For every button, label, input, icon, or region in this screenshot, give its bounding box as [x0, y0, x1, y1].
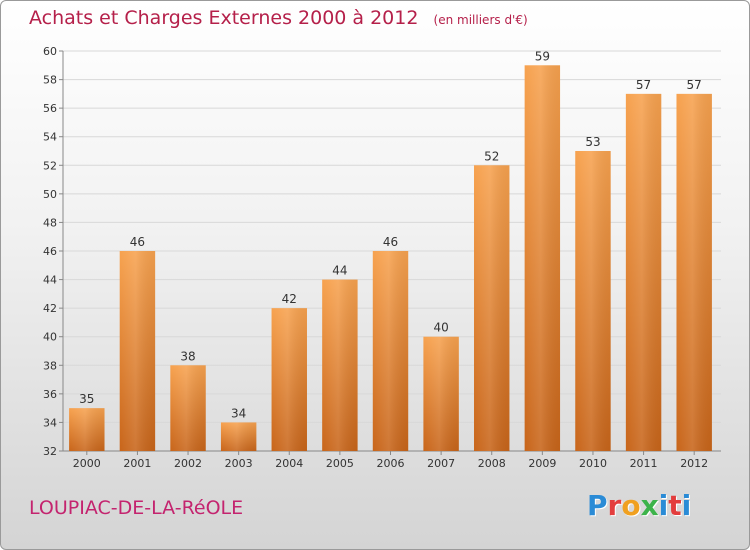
x-tick-label: 2003	[225, 457, 253, 470]
bar-shine	[676, 93, 712, 451]
x-tick-label: 2001	[123, 457, 151, 470]
bar-value-label: 53	[585, 135, 600, 149]
y-tick-label: 52	[43, 159, 57, 172]
logo-letter: r	[607, 489, 622, 522]
bar-value-label: 52	[484, 149, 499, 163]
proxiti-logo: Proxiti	[587, 489, 691, 522]
bar-value-label: 44	[332, 264, 347, 278]
bar-value-label: 46	[130, 235, 145, 249]
bar-shine	[69, 408, 105, 451]
bar-shine	[271, 308, 307, 451]
y-tick-label: 54	[43, 131, 57, 144]
logo-letter: o	[621, 489, 641, 522]
x-tick-label: 2012	[680, 457, 708, 470]
bar-shine	[625, 93, 662, 451]
town-name: LOUPIAC-DE-LA-RéOLE	[29, 497, 244, 519]
bar-value-label: 35	[79, 392, 94, 406]
bar-shine	[575, 151, 611, 451]
bars	[69, 65, 712, 452]
bar-shine	[119, 251, 156, 451]
y-tick-label: 34	[43, 416, 57, 429]
y-tick-label: 50	[43, 188, 57, 201]
logo-letter: x	[640, 489, 659, 522]
chart-unit: (en milliers d'€)	[433, 13, 528, 27]
bar-shine	[524, 65, 561, 452]
bar-value-label: 46	[383, 235, 398, 249]
x-tick-label: 2006	[377, 457, 405, 470]
x-tick-label: 2000	[73, 457, 101, 470]
x-tick-label: 2010	[579, 457, 607, 470]
x-tick-label: 2002	[174, 457, 202, 470]
labels: 32 34 36 38 40 42 44 46 48 50 52 54 56 58 60 35 2000 46 20…	[43, 45, 708, 470]
y-tick-label: 44	[43, 274, 57, 287]
bar-shine	[474, 165, 510, 452]
y-tick-label: 56	[43, 102, 57, 115]
y-tick-label: 60	[43, 45, 57, 58]
y-tick-label: 46	[43, 245, 57, 258]
y-tick-label: 58	[43, 74, 57, 87]
y-tick-label: 48	[43, 216, 57, 229]
bar-value-label: 57	[636, 78, 651, 92]
y-tick-label: 36	[43, 388, 57, 401]
x-tick-label: 2011	[630, 457, 658, 470]
bar-value-label: 40	[433, 321, 448, 335]
bar-value-label: 57	[687, 78, 702, 92]
y-tick-label: 42	[43, 302, 57, 315]
bar-shine	[220, 422, 257, 451]
bar-value-label: 34	[231, 406, 246, 420]
bar-value-label: 59	[535, 49, 550, 63]
x-tick-label: 2007	[427, 457, 455, 470]
grid-lines	[63, 50, 721, 452]
bar-shine	[322, 279, 358, 451]
x-tick-label: 2004	[275, 457, 303, 470]
logo-letter: i	[681, 489, 692, 522]
chart-title-block: Achats et Charges Externes 2000 à 2012 (…	[29, 7, 528, 29]
y-tick-label: 32	[43, 445, 57, 458]
bar-shine	[423, 336, 459, 451]
bar-value-label: 38	[180, 349, 195, 363]
chart-title: Achats et Charges Externes 2000 à 2012	[29, 7, 419, 29]
logo-letter: t	[668, 489, 682, 522]
logo-letter: i	[658, 489, 669, 522]
bar-shine	[372, 251, 409, 451]
bar-value-label: 42	[282, 292, 297, 306]
x-tick-label: 2009	[528, 457, 556, 470]
y-tick-label: 40	[43, 331, 57, 344]
x-tick-label: 2005	[326, 457, 354, 470]
logo-letter: P	[587, 489, 608, 522]
bar-shine	[170, 365, 206, 451]
x-tick-label: 2008	[478, 457, 506, 470]
y-tick-label: 38	[43, 359, 57, 372]
